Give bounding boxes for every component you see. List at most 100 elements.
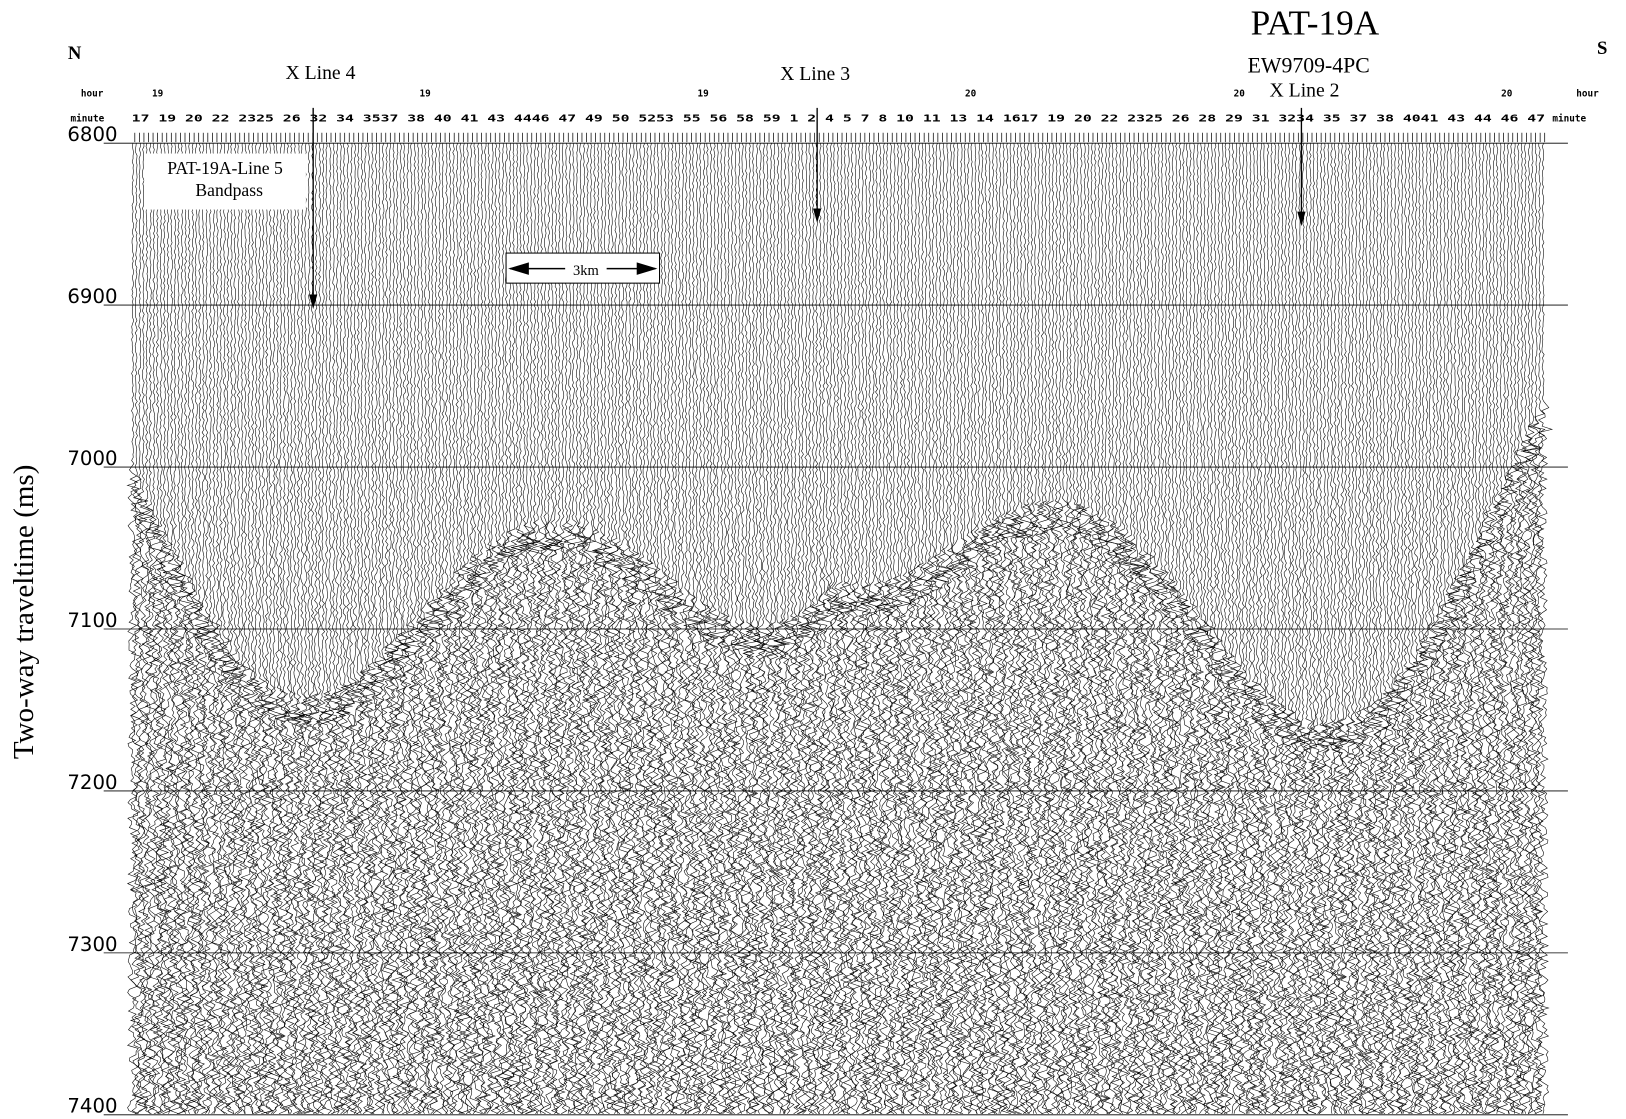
hour-value: 19 [152, 88, 164, 99]
trace [1469, 143, 1484, 1114]
trace [1494, 143, 1511, 1114]
y-tick-label: 7200 [67, 771, 117, 794]
trace [655, 143, 671, 1114]
trace [1361, 143, 1377, 1115]
hour-value: 20 [965, 88, 977, 99]
trace [254, 143, 272, 1115]
trace [576, 143, 592, 1114]
trace [187, 143, 204, 1114]
trace [1536, 143, 1554, 1114]
trace [554, 143, 570, 1115]
trace [1374, 143, 1393, 1115]
trace [623, 143, 640, 1114]
trace [1064, 143, 1081, 1115]
trace [1396, 143, 1413, 1114]
y-tick-label: 7300 [67, 933, 117, 956]
subtitle: EW9709-4PC [1248, 54, 1370, 78]
trace [1204, 143, 1220, 1114]
trace [772, 143, 786, 1114]
trace [883, 143, 898, 1115]
trace [907, 143, 924, 1114]
y-tick-label: 6900 [67, 285, 117, 308]
trace [389, 143, 408, 1115]
crossing-arrowhead [813, 208, 822, 223]
trace [1297, 143, 1312, 1115]
trace [340, 143, 358, 1114]
trace [656, 143, 675, 1114]
trace [129, 143, 143, 1115]
trace [1360, 143, 1374, 1114]
title: PAT-19A [1251, 3, 1380, 42]
trace [1069, 143, 1087, 1114]
trace [1007, 143, 1026, 1115]
minute-label: minute [71, 113, 105, 124]
trace [1460, 143, 1476, 1114]
trace [1103, 143, 1119, 1115]
hour-value: 19 [420, 88, 432, 99]
trace [1047, 143, 1064, 1114]
trace [1163, 143, 1180, 1115]
hour-value: 20 [1234, 88, 1246, 99]
trace [860, 143, 873, 1115]
trace [585, 143, 604, 1114]
trace [455, 143, 473, 1115]
trace [1285, 143, 1302, 1114]
panel-label: PAT-19A-Line 5 [167, 158, 283, 178]
minute-row: 17 19 20 22 2325 26 32 34 3537 38 40 41 … [132, 113, 1545, 124]
trace [1401, 143, 1416, 1115]
trace [1308, 143, 1326, 1114]
trace [729, 143, 744, 1114]
trace [1282, 143, 1299, 1115]
trace [953, 143, 970, 1114]
trace [1302, 143, 1318, 1115]
trace [259, 143, 275, 1115]
crossing-label: X Line 2 [1270, 79, 1340, 101]
seismic-traces [126, 132, 1554, 1115]
trace [559, 143, 573, 1114]
crossing-label: X Line 3 [780, 63, 850, 85]
trace [1379, 143, 1396, 1114]
scale-bar-label: 3km [573, 263, 600, 279]
hour-label: hour [81, 88, 104, 99]
trace [126, 143, 140, 1115]
trace [395, 143, 412, 1115]
trace [323, 143, 342, 1115]
trace [432, 143, 451, 1115]
crossing-arrowhead [309, 294, 318, 310]
hour-value: 20 [1501, 88, 1513, 99]
trace [375, 143, 392, 1114]
trace [763, 143, 780, 1115]
trace [1152, 143, 1169, 1114]
y-tick-label: 7100 [67, 609, 117, 632]
trace [1391, 143, 1409, 1114]
trace [715, 143, 731, 1115]
trace [392, 143, 410, 1115]
trace [316, 143, 335, 1114]
crossing-label: X Line 4 [285, 62, 355, 84]
minute-label: minute [1552, 113, 1586, 124]
trace [241, 143, 256, 1114]
trace [1502, 143, 1520, 1114]
trace [650, 143, 667, 1115]
y-tick-label: 7000 [67, 447, 117, 470]
trace [1114, 143, 1133, 1115]
y-tick-label: 7400 [67, 1095, 117, 1118]
trace [957, 143, 975, 1114]
trace [869, 143, 889, 1114]
panel-label: Bandpass [195, 180, 263, 200]
trace [1520, 143, 1538, 1115]
trace [964, 143, 982, 1114]
hour-label: hour [1576, 88, 1599, 99]
hour-value: 19 [697, 88, 709, 99]
trace [163, 143, 181, 1114]
south-label: S [1597, 38, 1607, 59]
trace [789, 143, 804, 1115]
trace [1475, 143, 1493, 1114]
y-axis-label: Two-way traveltime (ms) [8, 465, 40, 759]
north-label: N [68, 43, 82, 64]
y-tick-label: 6800 [67, 123, 117, 146]
trace [518, 143, 538, 1115]
crossing-arrowhead [1297, 211, 1306, 227]
trace [1007, 143, 1027, 1115]
